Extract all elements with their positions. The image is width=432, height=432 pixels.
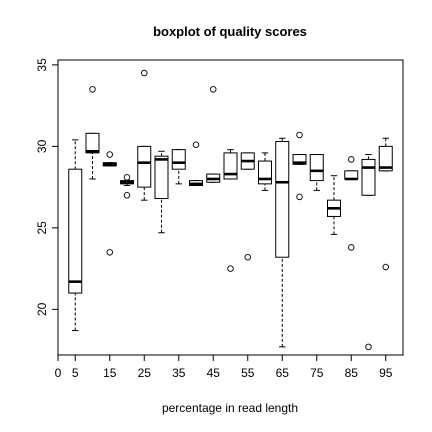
outlier-point [192, 141, 200, 149]
outlier-point [89, 86, 96, 93]
box-90 [361, 154, 376, 351]
box-5 [68, 139, 83, 332]
outlier-point [296, 193, 303, 201]
outlier-point [106, 249, 113, 256]
x-tick-label: 0 [55, 366, 62, 380]
outlier-point [227, 265, 234, 272]
box-20 [120, 174, 134, 199]
box-iqr [275, 140, 290, 258]
x-tick-label: 25 [138, 366, 152, 380]
box-30 [154, 150, 169, 234]
box-45 [206, 86, 221, 183]
x-tick-label: 55 [241, 366, 255, 380]
y-tick-label: 35 [35, 58, 49, 72]
box-70 [292, 131, 307, 201]
outlier-point [140, 69, 148, 77]
box-iqr [292, 154, 307, 165]
box-85 [344, 156, 359, 251]
x-tick-label: 65 [276, 366, 290, 380]
x-tick-label: 85 [345, 366, 359, 380]
box-iqr [137, 145, 152, 188]
box-60 [258, 152, 272, 191]
outlier-point [209, 86, 217, 93]
outlier-point [348, 244, 355, 251]
box-40 [189, 141, 203, 186]
box-95 [378, 137, 393, 271]
outlier-point [123, 174, 131, 181]
y-tick-label: 20 [35, 302, 49, 316]
box-iqr [171, 149, 186, 170]
box-iqr [85, 132, 100, 154]
x-tick-label: 15 [103, 366, 117, 380]
x-tick-label: 45 [207, 366, 221, 380]
box-15 [102, 151, 117, 256]
box-iqr [223, 152, 238, 180]
outlier-point [106, 151, 113, 158]
box-80 [327, 175, 341, 235]
outlier-point [365, 343, 372, 351]
box-iqr [378, 145, 393, 172]
outlier-point [244, 253, 251, 261]
box-75 [309, 154, 324, 191]
box-50 [223, 149, 238, 272]
box-iqr [309, 154, 324, 182]
x-tick-label: 95 [379, 366, 393, 380]
outlier-point [348, 156, 355, 163]
plot-frame [57, 59, 404, 356]
y-tick-label: 25 [35, 221, 49, 235]
box-35 [171, 149, 186, 185]
box-iqr [258, 160, 272, 185]
outlier-point [382, 263, 390, 271]
outlier-point [296, 131, 303, 139]
y-axis: 20 25 30 35 [35, 58, 59, 316]
box-iqr [361, 158, 376, 196]
box-65 [275, 137, 290, 348]
box-55 [240, 152, 255, 261]
y-tick-label: 30 [35, 139, 49, 153]
box-25 [137, 69, 152, 201]
x-tick-label: 5 [72, 366, 79, 380]
boxes-layer [68, 69, 393, 351]
x-tick-label: 35 [172, 366, 186, 380]
outlier-point [123, 192, 131, 199]
x-axis: 0 5 15 25 35 45 55 65 75 85 95 [55, 354, 393, 380]
box-iqr [154, 155, 169, 200]
chart-title: boxplot of quality scores [153, 24, 307, 39]
box-iqr [68, 168, 83, 294]
box-10 [85, 86, 100, 180]
x-axis-label: percentage in read length [162, 401, 298, 415]
x-tick-label: 75 [310, 366, 324, 380]
